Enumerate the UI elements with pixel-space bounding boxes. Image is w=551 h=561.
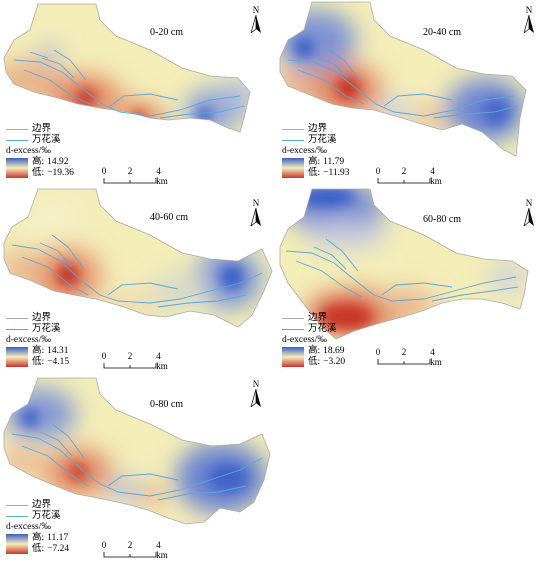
legend-boundary: 边界 <box>282 313 345 324</box>
legend-low-value: −19.36 <box>47 168 74 178</box>
legend-high-label: 高: <box>32 157 45 167</box>
legend-boundary: 边界 <box>282 124 350 135</box>
north-arrow-icon <box>250 207 261 227</box>
north-arrow-icon <box>250 14 261 34</box>
north-arrow: N <box>249 6 263 38</box>
legend-title: d-excess/‰ <box>282 146 327 156</box>
legend: 边界 万花溪 d-excess/‰ 高: 18.69 低: −3.20 <box>282 313 346 367</box>
north-arrow-icon <box>523 14 534 34</box>
legend-boundary: 边界 <box>6 124 74 135</box>
interpolated-map <box>3 3 251 133</box>
legend-title: d-excess/‰ <box>6 522 51 532</box>
legend-river: 万花溪 <box>6 511 69 522</box>
legend-river: 万花溪 <box>282 135 350 146</box>
map-panel-0-20: 0-20 cm N 边界 万花溪 d-excess/‰ 高: 14.92 低: −1… <box>0 0 275 187</box>
legend-title: d-excess/‰ <box>6 335 51 345</box>
depth-label: 40-60 cm <box>150 212 189 223</box>
legend-boundary: 边界 <box>6 500 69 511</box>
legend-river: 万花溪 <box>282 324 345 335</box>
depth-label: 0-80 cm <box>150 399 184 410</box>
legend-low-label: 低: <box>32 168 45 178</box>
north-label: N <box>252 5 260 15</box>
depth-label: 20-40 cm <box>423 27 462 38</box>
map-panel-40-60: 40-60 cm N 边界 万花溪 d-excess/‰ 高: 14.31 低: −… <box>0 187 275 374</box>
legend: 边界 万花溪 d-excess/‰ 高: 14.92 低: −19.36 <box>6 124 74 179</box>
north-arrow: N <box>249 199 263 231</box>
map-panel-0-80: 0-80 cm N 边界 万花溪 d-excess/‰ 高: 11.17 低: −7… <box>0 374 275 561</box>
legend-title: d-excess/‰ <box>282 335 327 345</box>
interpolated-map <box>3 188 273 328</box>
interpolated-map <box>3 377 271 525</box>
north-arrow: N <box>522 6 536 38</box>
legend-river: 万花溪 <box>6 324 69 335</box>
legend: 边界 万花溪 d-excess/‰ 高: 11.79 低: −11.93 <box>282 124 350 178</box>
legend-ramp: 高: 11.79 <box>282 157 350 178</box>
depth-label: 60-80 cm <box>423 214 462 225</box>
map-panel-20-40: 20-40 cm N 边界 万花溪 d-excess/‰ 高: 11.79 低: −… <box>276 0 551 187</box>
legend: 边界 万花溪 d-excess/‰ 高: 14.31 低: −4.15 <box>6 313 70 367</box>
legend-ramp: 高: 14.92 <box>6 157 74 178</box>
depth-label: 0-20 cm <box>150 27 184 38</box>
north-arrow: N <box>249 380 263 412</box>
legend-ramp: 高: 18.69 <box>282 346 345 367</box>
north-arrow-icon <box>250 388 261 408</box>
legend-boundary: 边界 <box>6 313 69 324</box>
legend: 边界 万花溪 d-excess/‰ 高: 11.17 低: −7.24 <box>6 500 70 554</box>
interpolated-map <box>279 188 529 340</box>
legend-ramp: 高: 11.17 <box>6 533 69 554</box>
interpolated-map <box>279 1 527 157</box>
map-panel-60-80: 60-80 cm N 边界 万花溪 d-excess/‰ 高: 18.69 低: −… <box>276 187 551 374</box>
north-arrow-icon <box>523 207 534 227</box>
legend-title: d-excess/‰ <box>6 146 51 156</box>
legend-high-value: 14.92 <box>47 157 69 167</box>
legend-river: 万花溪 <box>6 135 74 146</box>
north-arrow: N <box>522 199 536 231</box>
legend-ramp: 高: 14.31 <box>6 346 69 367</box>
